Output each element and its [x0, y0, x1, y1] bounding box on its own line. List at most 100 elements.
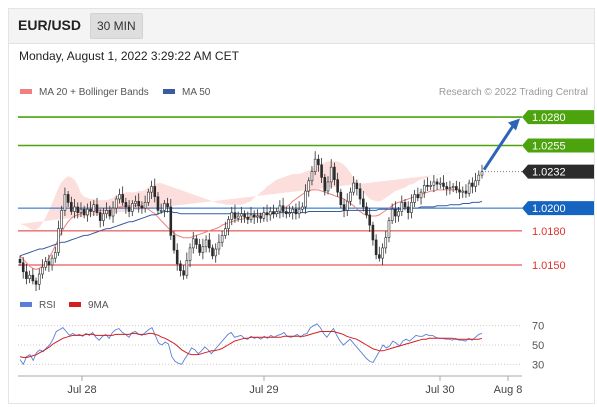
candle [381, 243, 384, 265]
timeframe-button[interactable]: 30 MIN [90, 13, 143, 39]
candle [333, 162, 336, 186]
candle [147, 188, 150, 206]
candle [217, 234, 221, 255]
candle-body-up [461, 190, 465, 193]
legend-swatch-9ma [69, 302, 81, 307]
target-arrow-head [508, 118, 520, 131]
candle [121, 186, 124, 206]
candle [326, 176, 330, 195]
candle [79, 202, 83, 218]
candle-body-up [41, 266, 44, 275]
candle-body-up [44, 261, 47, 268]
candle-body-up [79, 208, 83, 213]
candle [387, 217, 391, 243]
candle [249, 206, 253, 223]
price-tag-label: 1.0150 [532, 260, 566, 272]
price-tag-1.0280 [522, 110, 594, 125]
candle-body-down [358, 188, 362, 200]
candle-body-up [159, 210, 163, 212]
legend-swatch-rsi [20, 302, 32, 307]
candle [422, 179, 426, 198]
candle-body-down [156, 196, 160, 211]
candle [224, 221, 227, 239]
candle-body-up [28, 274, 31, 279]
candle [179, 260, 182, 277]
candle [474, 172, 477, 193]
candle-body-up [256, 215, 259, 218]
candle [140, 201, 144, 214]
candle [445, 181, 449, 196]
candle-body-up [381, 247, 384, 259]
candle-body-up [73, 206, 76, 212]
candle [243, 210, 246, 223]
price-tag-label: 1.0180 [532, 226, 566, 238]
candle [288, 205, 291, 218]
candle-body-down [471, 182, 474, 187]
candle-body-down [378, 254, 381, 259]
candle [320, 158, 323, 184]
candle-body-down [31, 274, 35, 282]
candle [438, 177, 442, 189]
price-tag-label: 1.0280 [532, 112, 566, 124]
candle-body-down [333, 166, 336, 180]
candle-body-up [262, 212, 266, 219]
candle [82, 205, 86, 219]
candle [361, 191, 365, 212]
candle-body-up [53, 252, 57, 259]
legend-swatch-bollinger [20, 89, 32, 94]
candle [34, 277, 38, 292]
rsi-tick-label: 30 [532, 359, 544, 371]
candle [435, 178, 439, 190]
candle-body-down [76, 206, 80, 213]
candle-body-up [236, 215, 240, 219]
candle [18, 255, 22, 267]
candle [246, 211, 250, 225]
candle [118, 188, 121, 204]
candle-body-down [137, 200, 141, 207]
candle [73, 198, 76, 219]
candle-body-up [384, 237, 388, 249]
candle [256, 209, 259, 223]
candle [358, 183, 362, 205]
candle-body-down [464, 190, 468, 194]
candle-body-down [95, 204, 99, 213]
candle-body-down [124, 202, 128, 208]
candle [198, 238, 201, 256]
candle-body-down [246, 216, 250, 220]
candle [416, 187, 420, 202]
candle [227, 216, 230, 236]
candle-body-down [336, 179, 339, 193]
candle-body-up [147, 191, 150, 203]
candle [236, 211, 240, 222]
candle-body-down [342, 204, 346, 211]
candle-body-up [111, 207, 115, 217]
candle [329, 159, 333, 189]
candle-body-down [198, 244, 201, 253]
candle-body-down [18, 258, 22, 263]
candle-body-down [172, 235, 176, 251]
candle [352, 176, 355, 196]
candle-body-up [275, 211, 278, 215]
candle [278, 200, 282, 219]
candle-body-up [400, 202, 404, 212]
candle [442, 175, 445, 190]
candle-body-up [185, 260, 189, 276]
candle-body-up [227, 219, 230, 229]
candle-body-up [60, 210, 64, 229]
candle [230, 206, 234, 226]
candle [98, 209, 102, 228]
candle-body-down [294, 208, 298, 215]
candle [390, 203, 394, 225]
candle [432, 175, 436, 193]
target-arrow-shaft [482, 123, 516, 171]
credit-text: Research © 2022 Trading Central [439, 87, 588, 98]
candle-body-down [166, 203, 169, 208]
candle [451, 183, 455, 193]
candle [339, 188, 343, 209]
candle-body-up [345, 200, 349, 211]
candle [461, 186, 465, 198]
bollinger-band-fill [20, 161, 454, 230]
candle-body-down [259, 215, 262, 219]
candle [114, 195, 118, 214]
